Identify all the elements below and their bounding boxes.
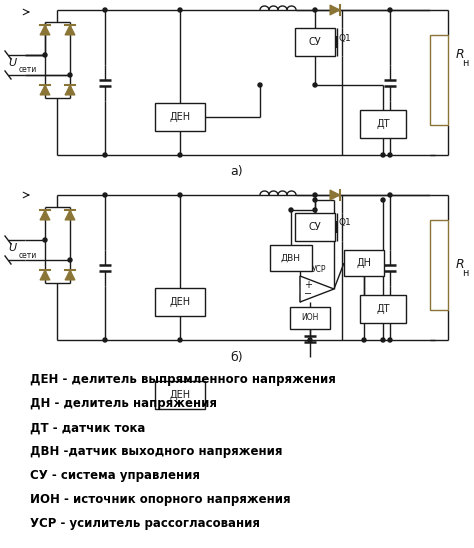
Circle shape [68, 258, 72, 262]
Circle shape [103, 8, 107, 12]
Circle shape [258, 83, 262, 87]
Text: н: н [462, 268, 468, 278]
Text: ДЕН - делитель выпрямленного напряжения: ДЕН - делитель выпрямленного напряжения [30, 374, 336, 386]
Circle shape [103, 153, 107, 157]
Circle shape [68, 73, 72, 77]
Polygon shape [65, 25, 75, 35]
Bar [430, 35, 448, 125]
Text: сети: сети [19, 250, 37, 260]
Circle shape [313, 83, 317, 87]
Circle shape [43, 238, 47, 242]
Text: СУ: СУ [309, 222, 321, 232]
Circle shape [178, 8, 182, 12]
Bar [270, 245, 312, 271]
Circle shape [178, 193, 182, 197]
Bar [290, 307, 330, 329]
Polygon shape [300, 276, 334, 302]
Circle shape [381, 338, 385, 342]
Circle shape [381, 198, 385, 202]
Text: сети: сети [19, 66, 37, 75]
Circle shape [103, 338, 107, 342]
Text: ДЕН: ДЕН [169, 390, 191, 400]
Text: +: + [304, 280, 312, 290]
Polygon shape [330, 5, 340, 15]
Text: $U$: $U$ [8, 241, 18, 253]
Circle shape [308, 338, 312, 342]
Circle shape [388, 153, 392, 157]
Circle shape [103, 193, 107, 197]
Bar [295, 213, 335, 241]
Circle shape [43, 53, 47, 57]
Circle shape [313, 208, 317, 212]
Circle shape [178, 153, 182, 157]
Text: $R$: $R$ [455, 259, 465, 271]
Text: СУ: СУ [309, 37, 321, 47]
Bar [155, 381, 205, 409]
Text: ДВН -датчик выходного напряжения: ДВН -датчик выходного напряжения [30, 446, 283, 459]
Polygon shape [65, 85, 75, 95]
Text: б): б) [231, 351, 243, 364]
Circle shape [388, 338, 392, 342]
Circle shape [313, 198, 317, 202]
Text: УСР: УСР [312, 265, 326, 275]
Text: $U$: $U$ [8, 56, 18, 68]
Text: ДЕН: ДЕН [169, 297, 191, 307]
Text: −: − [304, 289, 312, 299]
Polygon shape [65, 210, 75, 220]
Text: ДТ: ДТ [376, 119, 390, 129]
Circle shape [289, 208, 293, 212]
Bar [155, 103, 205, 131]
Circle shape [381, 153, 385, 157]
Bar [155, 288, 205, 316]
Circle shape [388, 193, 392, 197]
Text: УСР - усилитель рассогласования: УСР - усилитель рассогласования [30, 517, 260, 530]
Text: ДН: ДН [356, 258, 372, 268]
Text: н: н [462, 58, 468, 68]
Polygon shape [40, 25, 50, 35]
Polygon shape [330, 190, 340, 200]
Circle shape [388, 8, 392, 12]
Circle shape [313, 193, 317, 197]
Text: $R$: $R$ [455, 49, 465, 61]
Text: Q1: Q1 [339, 219, 352, 227]
Bar [360, 110, 406, 138]
Text: ДЕН: ДЕН [169, 112, 191, 122]
Text: а): а) [231, 165, 243, 179]
Text: ДВН: ДВН [281, 254, 301, 262]
Bar [344, 250, 384, 276]
Text: СУ - система управления: СУ - система управления [30, 470, 200, 482]
Polygon shape [65, 270, 75, 280]
Polygon shape [40, 270, 50, 280]
Text: Q1: Q1 [339, 33, 352, 43]
Circle shape [178, 338, 182, 342]
Bar [430, 220, 448, 310]
Text: ДТ: ДТ [376, 304, 390, 314]
Circle shape [313, 8, 317, 12]
Polygon shape [40, 210, 50, 220]
Text: ДН - делитель напряжения: ДН - делитель напряжения [30, 397, 217, 410]
Bar [360, 295, 406, 323]
Polygon shape [40, 85, 50, 95]
Text: ДТ - датчик тока: ДТ - датчик тока [30, 421, 146, 435]
Circle shape [362, 338, 366, 342]
Bar [295, 28, 335, 56]
Text: ИОН - источник опорного напряжения: ИОН - источник опорного напряжения [30, 494, 291, 506]
Text: ИОН: ИОН [301, 313, 319, 323]
